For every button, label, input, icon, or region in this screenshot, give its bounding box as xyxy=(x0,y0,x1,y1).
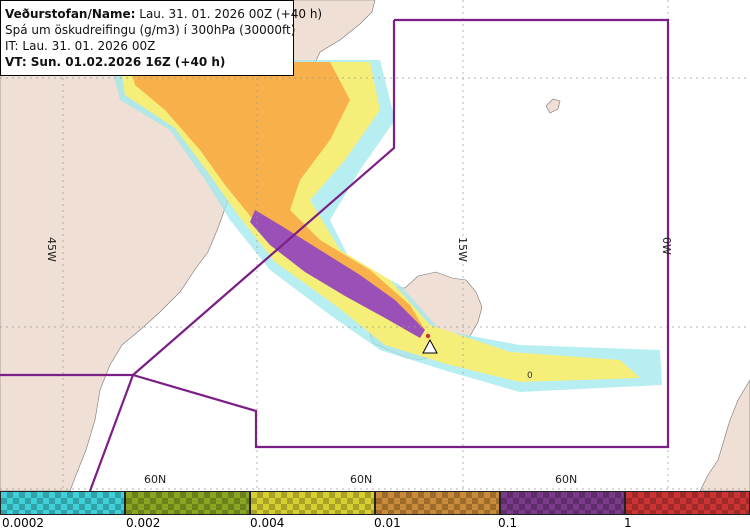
legend-swatch-cyan xyxy=(0,491,125,515)
fir-boundary-west xyxy=(132,20,396,376)
legend-tick-4: 0.1 xyxy=(498,516,518,530)
volcano-triangle-icon xyxy=(422,333,438,354)
info-issue-time: IT: Lau. 31. 01. 2026 00Z xyxy=(5,39,156,53)
greenland-landmass xyxy=(0,0,376,491)
legend-tick-3: 0.01 xyxy=(374,516,401,530)
lon-label-15w: 15W xyxy=(456,237,469,262)
fir-boundary xyxy=(0,18,670,491)
info-forecast-title: Spá um öskudreifingu (g/m3) í 300hPa (30… xyxy=(5,23,296,37)
ash-dispersion-map: 0 xyxy=(0,0,750,491)
lat-label-60n-east: 60N xyxy=(555,473,578,486)
info-valid-time: VT: Sun. 01.02.2026 16Z (+40 h) xyxy=(5,55,226,69)
plume-value-label: 0 xyxy=(527,371,533,381)
legend-tick-labels: 0.0002 0.002 0.004 0.01 0.1 1 xyxy=(0,515,750,532)
info-name-label: Veðurstofan/Name: xyxy=(5,7,136,21)
lon-label-0w: 0W xyxy=(660,237,673,255)
concentration-legend xyxy=(0,491,750,515)
legend-tick-5: 1 xyxy=(624,516,632,530)
ash-cloud xyxy=(110,60,662,392)
lon-label-45w: 45W xyxy=(45,237,58,262)
legend-tick-1: 0.002 xyxy=(126,516,161,530)
ash-cloud-purple xyxy=(250,210,425,338)
info-row-name: Veðurstofan/Name: Lau. 31. 01. 2026 00Z … xyxy=(5,6,322,22)
fir-boundary-east xyxy=(132,18,670,449)
lat-label-60n-center: 60N xyxy=(350,473,373,486)
legend-swatch-olive xyxy=(125,491,250,515)
fir-boundary-southwest xyxy=(88,374,135,491)
legend-tick-2: 0.004 xyxy=(250,516,285,530)
legend-swatch-orange xyxy=(375,491,500,515)
legend-swatch-purple xyxy=(500,491,625,515)
legend-swatch-red xyxy=(625,491,750,515)
info-name-value: Lau. 31. 01. 2026 00Z (+40 h) xyxy=(139,7,323,21)
lat-label-60n-west: 60N xyxy=(144,473,167,486)
forecast-info-panel: Veðurstofan/Name: Lau. 31. 01. 2026 00Z … xyxy=(0,0,322,76)
faroe-islands xyxy=(545,98,561,114)
legend-swatch-yellow xyxy=(250,491,375,515)
legend-tick-0: 0.0002 xyxy=(2,516,44,530)
ash-cloud-orange xyxy=(130,62,425,330)
scandinavia-coast xyxy=(699,379,750,491)
